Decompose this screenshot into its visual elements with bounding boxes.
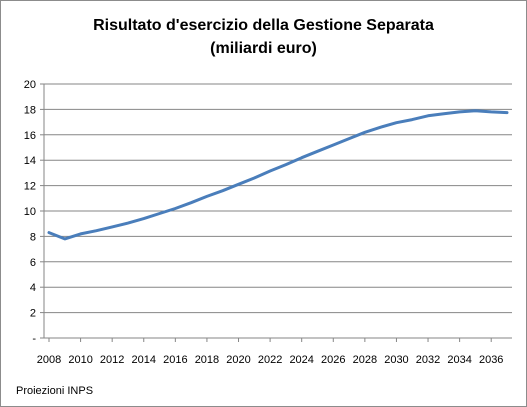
label-layer: - 2 4 6 8 10 12 14 16 18 20 2008 2010 2012 2014 2016 201… xyxy=(24,79,504,366)
series-layer xyxy=(47,109,509,241)
y-tick-label: 12 xyxy=(24,181,36,193)
y-tick-label: 10 xyxy=(24,206,36,218)
grid-layer xyxy=(44,83,512,314)
x-tick-label: 2034 xyxy=(447,354,471,366)
y-tick-label: 16 xyxy=(24,130,36,142)
x-tick-label: 2030 xyxy=(384,354,408,366)
x-tick-label: 2010 xyxy=(68,354,92,366)
y-tick-label: 20 xyxy=(24,79,36,91)
x-tick-label: 2028 xyxy=(353,354,377,366)
x-tick-label: 2020 xyxy=(226,354,250,366)
y-tick-label: 4 xyxy=(30,282,36,294)
y-tick-label: 6 xyxy=(30,257,36,269)
x-tick-label: 2024 xyxy=(289,354,313,366)
chart-subtitle: (miliardi euro) xyxy=(210,40,317,57)
y-tick-label: 14 xyxy=(24,155,36,167)
axis-layer xyxy=(40,83,512,342)
series-line xyxy=(47,109,509,241)
x-tick-label: 2008 xyxy=(37,354,61,366)
chart-title: Risultato d'esercizio della Gestione Sep… xyxy=(93,17,434,34)
x-tick-label: 2022 xyxy=(258,354,282,366)
y-tick-label: 8 xyxy=(30,231,36,243)
x-tick-label: 2012 xyxy=(100,354,124,366)
x-tick-label: 2036 xyxy=(479,354,503,366)
y-tick-label: 2 xyxy=(30,308,36,320)
x-tick-label: 2026 xyxy=(321,354,345,366)
x-tick-label: 2018 xyxy=(195,354,219,366)
x-tick-label: 2032 xyxy=(416,354,440,366)
y-tick-label: 18 xyxy=(24,104,36,116)
x-tick-label: 2016 xyxy=(163,354,187,366)
source-note: Proiezioni INPS xyxy=(16,385,94,397)
x-tick-label: 2014 xyxy=(132,354,156,366)
y-tick-label: - xyxy=(32,333,36,345)
